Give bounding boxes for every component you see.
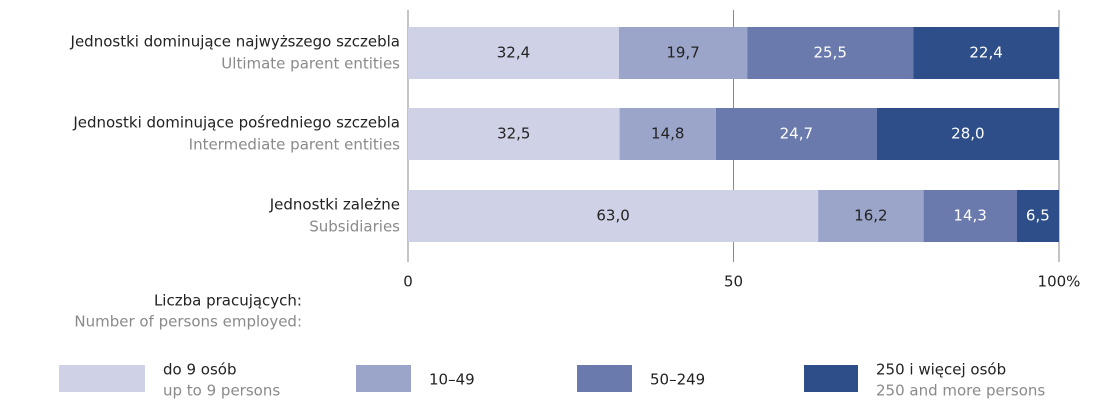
category-label-en: Subsidiaries [309, 218, 400, 236]
value-label: 63,0 [596, 207, 629, 225]
x-tick-label: 0 [403, 273, 413, 291]
bar-segment [408, 190, 819, 242]
bar-segment [923, 190, 1017, 242]
value-label: 14,3 [953, 207, 986, 225]
bar-segment [715, 108, 877, 160]
category-label-en: Intermediate parent entities [189, 136, 401, 154]
bar-segment [619, 108, 716, 160]
value-label: 16,2 [854, 207, 887, 225]
bar-segment [408, 27, 619, 79]
category-label: Jednostki dominujące najwyższego szczebl… [70, 33, 400, 51]
value-label: 14,8 [651, 125, 684, 143]
legend-swatch [804, 365, 858, 392]
legend-label-en: 250 and more persons [876, 382, 1045, 400]
category-label-en: Ultimate parent entities [221, 55, 400, 73]
x-tick-label: 100% [1038, 273, 1081, 291]
value-label: 32,5 [497, 125, 530, 143]
value-label: 32,4 [497, 44, 530, 62]
value-label: 28,0 [951, 125, 984, 143]
legend-swatch [356, 365, 411, 392]
bar-segment [876, 108, 1059, 160]
bar-segment [747, 27, 914, 79]
value-label: 24,7 [780, 125, 813, 143]
legend-label: do 9 osób [163, 361, 236, 379]
bar-segment [1016, 190, 1059, 242]
value-label: 22,4 [969, 44, 1002, 62]
legend-label: 250 i więcej osób [876, 361, 1006, 379]
bar-segment [818, 190, 924, 242]
value-label: 6,5 [1026, 207, 1050, 225]
legend-title: Liczba pracujących: [154, 292, 302, 310]
bar-segment [408, 108, 620, 160]
legend-swatch [577, 365, 632, 392]
legend-label: 10–49 [429, 371, 475, 389]
value-label: 19,7 [666, 44, 699, 62]
bar-segment [913, 27, 1059, 79]
legend-label-en: up to 9 persons [163, 382, 280, 400]
legend-swatch [59, 365, 145, 392]
value-label: 25,5 [813, 44, 846, 62]
legend-title-en: Number of persons employed: [74, 313, 302, 331]
x-tick-label: 50 [724, 273, 743, 291]
legend-label: 50–249 [650, 371, 705, 389]
category-label: Jednostki dominujące pośredniego szczebl… [72, 114, 400, 132]
bar-segment [618, 27, 748, 79]
category-label: Jednostki zależne [269, 196, 400, 214]
